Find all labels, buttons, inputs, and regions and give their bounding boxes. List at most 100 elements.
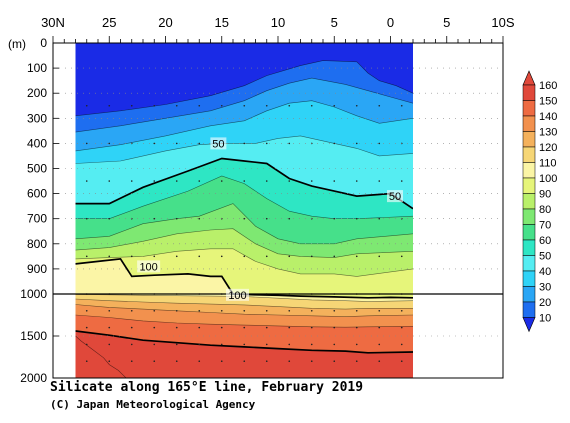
sample-dot [355, 104, 358, 107]
sample-dot [355, 343, 358, 346]
x-tick-label: 0 [387, 15, 394, 30]
sample-dot [85, 180, 88, 182]
sample-dot [243, 310, 246, 312]
sample-dot [220, 180, 223, 182]
y-tick-label: 200 [27, 86, 47, 100]
isoline-90 [75, 248, 413, 277]
colorbar: 10 20 30 40 50 60 70 80 90 100 110 120 130 140 150 160 [522, 70, 557, 333]
sample-dot [288, 142, 291, 145]
colorbar-label: 80 [539, 204, 551, 216]
sample-dot [108, 180, 111, 182]
sample-dot [288, 343, 291, 346]
sample-dot [85, 326, 88, 329]
colorbar-segment [522, 146, 536, 163]
sample-dot [400, 326, 403, 329]
sample-dot [175, 104, 178, 107]
sample-dot [175, 326, 178, 329]
sample-dot [265, 326, 268, 329]
sample-dot [130, 310, 133, 312]
sample-dot [378, 343, 381, 346]
colorbar-label: 110 [539, 158, 557, 170]
sample-dot [265, 343, 268, 346]
y-tick-label: 500 [27, 162, 47, 176]
isoline-160 [75, 335, 127, 378]
silicate-color-bands [75, 43, 413, 378]
colorbar-label: 10 [539, 313, 551, 325]
x-tick-label: 15 [215, 15, 229, 30]
sample-dot [355, 217, 358, 220]
sample-dot [153, 180, 156, 182]
sample-dot [198, 343, 201, 346]
sample-dot [378, 255, 381, 258]
sample-dot [198, 142, 201, 145]
y-tick-label: 600 [27, 187, 47, 201]
sample-dot [378, 310, 381, 312]
sample-dot [153, 360, 156, 363]
sample-dot [130, 180, 133, 182]
x-tick-label: 25 [102, 15, 116, 30]
colorbar-segment [522, 100, 536, 117]
sample-dot [153, 343, 156, 346]
sample-dot [310, 360, 313, 363]
sample-dot [265, 360, 268, 363]
depth-axis: 0 100 200 300 400 500 600 700 800 900 1000 1500 2000 [20, 36, 59, 385]
isoline-50 [75, 157, 413, 210]
colorbar-segment [522, 193, 536, 210]
y-tick-label: 800 [27, 237, 47, 251]
sample-dot [400, 104, 403, 107]
sample-dot [220, 104, 223, 107]
x-tick-label: 10S [491, 15, 514, 30]
sample-dot [400, 180, 403, 182]
colorbar-label: 140 [539, 111, 557, 123]
sample-dot [108, 310, 111, 312]
sample-dot [85, 343, 88, 346]
isoline-80 [75, 228, 413, 258]
isoline-40 [75, 135, 413, 164]
sample-dot [378, 180, 381, 182]
sample-dot [243, 360, 246, 363]
colorbar-label: 150 [539, 96, 557, 108]
colorbar-segment [522, 162, 536, 179]
sample-dot [108, 104, 111, 107]
sample-dot [198, 360, 201, 363]
sample-dot [220, 255, 223, 258]
sample-dot [333, 360, 336, 363]
sample-dot [310, 343, 313, 346]
sample-dot [108, 255, 111, 258]
sample-dot [130, 104, 133, 107]
x-tick-label: 5 [443, 15, 450, 30]
contour-label-bg [226, 288, 249, 301]
sample-dot [400, 310, 403, 312]
colorbar-label: 130 [539, 127, 557, 139]
sample-dot [198, 104, 201, 107]
colorbar-segment [522, 224, 536, 241]
sample-dot [220, 326, 223, 329]
sample-dot [175, 360, 178, 363]
y-tick-label: 700 [27, 212, 47, 226]
sample-dot [198, 180, 201, 182]
isoline-10 [75, 60, 413, 117]
sample-dot [198, 326, 201, 329]
sample-dot [243, 217, 246, 220]
colorbar-bottom-arrow [522, 317, 536, 333]
colorbar-segment [522, 270, 536, 287]
sample-dot [310, 180, 313, 182]
depth-axis-unit: (m) [8, 37, 26, 51]
sample-dot [378, 142, 381, 145]
isoline-20 [75, 77, 413, 133]
contour-label-bg [387, 190, 403, 203]
sample-dot [333, 326, 336, 329]
contour-label: 50 [389, 191, 401, 203]
sample-dot [355, 255, 358, 258]
colorbar-segment [522, 255, 536, 272]
colorbar-top-arrow [522, 70, 536, 86]
isoline-70 [75, 203, 413, 245]
x-tick-label: 20 [158, 15, 172, 30]
sample-dot [153, 326, 156, 329]
chart-title: Silicate along 165°E line, February 2019 [50, 380, 364, 395]
isoline-140 [75, 314, 413, 328]
y-tick-label: 100 [27, 61, 47, 75]
sample-dot [85, 310, 88, 312]
sample-dot [265, 217, 268, 220]
